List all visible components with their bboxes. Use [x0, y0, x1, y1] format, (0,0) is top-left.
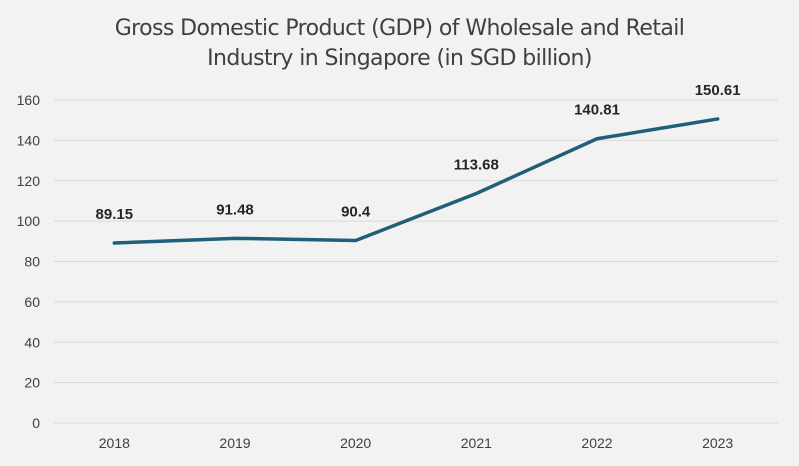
y-tick-label: 0 — [32, 415, 40, 431]
y-tick-label: 20 — [24, 375, 40, 391]
x-tick-label: 2023 — [702, 435, 733, 451]
x-tick-label: 2018 — [99, 435, 130, 451]
chart-title-line-1: Gross Domestic Product (GDP) of Wholesal… — [114, 16, 685, 41]
x-axis: 2018 2019 2020 2021 2022 2023 — [99, 435, 734, 451]
data-label: 113.68 — [454, 157, 499, 174]
y-tick-label: 60 — [24, 294, 40, 310]
x-tick-label: 2021 — [461, 435, 492, 451]
data-label: 89.15 — [96, 206, 134, 223]
x-tick-label: 2019 — [219, 435, 250, 451]
chart-title: Gross Domestic Product (GDP) of Wholesal… — [0, 14, 799, 74]
y-tick-label: 160 — [17, 92, 41, 108]
data-label: 140.81 — [574, 102, 620, 119]
series-line — [112, 117, 720, 245]
y-tick-label: 140 — [17, 132, 41, 148]
series-line-group — [112, 117, 720, 245]
chart-title-line-2: Industry in Singapore (in SGD billion) — [207, 46, 592, 71]
y-axis: 0 20 40 60 80 100 120 140 160 — [17, 92, 41, 431]
data-label: 90.4 — [341, 204, 371, 221]
y-tick-label: 40 — [24, 334, 40, 350]
y-tick-label: 120 — [17, 173, 41, 189]
y-tick-label: 100 — [17, 213, 41, 229]
data-label: 91.48 — [216, 201, 254, 218]
x-tick-label: 2022 — [581, 435, 612, 451]
gridlines — [54, 99, 778, 424]
y-tick-label: 80 — [24, 254, 40, 270]
data-label: 150.61 — [695, 82, 741, 99]
x-tick-label: 2020 — [340, 435, 371, 451]
data-labels: 89.15 91.48 90.4 113.68 140.81 150.61 — [96, 82, 741, 223]
